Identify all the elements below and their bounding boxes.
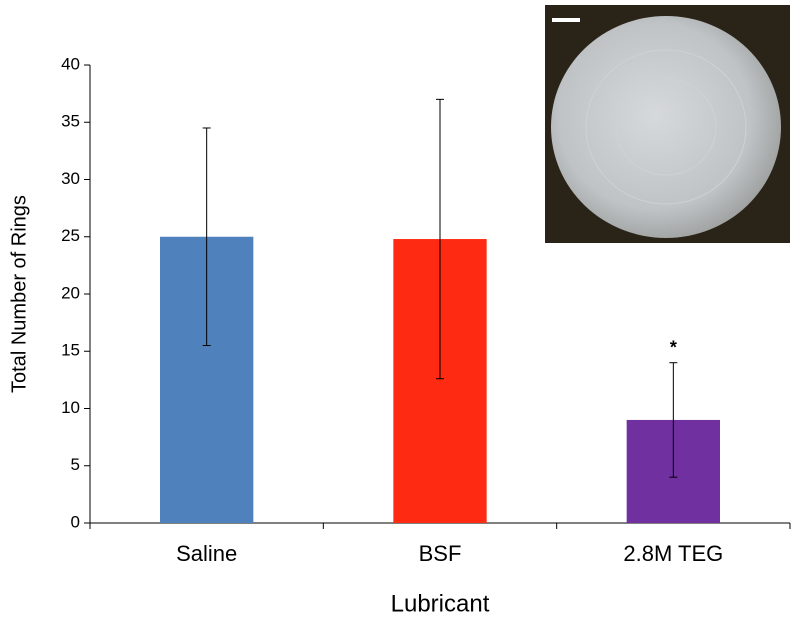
y-tick-label: 10: [61, 398, 80, 417]
y-tick-label: 30: [61, 169, 80, 188]
x-axis-label: Lubricant: [391, 590, 490, 617]
y-axis-label: Total Number of Rings: [8, 195, 30, 393]
x-tick-label: Saline: [176, 541, 237, 566]
y-tick-label: 5: [71, 455, 80, 474]
y-tick-label: 35: [61, 112, 80, 131]
y-tick-label: 20: [61, 283, 80, 302]
x-tick-label: 2.8M TEG: [623, 541, 723, 566]
y-tick-label: 40: [61, 54, 80, 73]
y-tick-label: 15: [61, 341, 80, 360]
annotation: *: [670, 337, 677, 357]
x-tick-label: BSF: [419, 541, 462, 566]
y-tick-label: 25: [61, 226, 80, 245]
error-bar: [669, 362, 678, 478]
y-tick-label: 0: [71, 512, 80, 531]
inset-photo: [545, 5, 790, 243]
error-bar: [436, 98, 444, 380]
error-bar: [202, 127, 211, 347]
